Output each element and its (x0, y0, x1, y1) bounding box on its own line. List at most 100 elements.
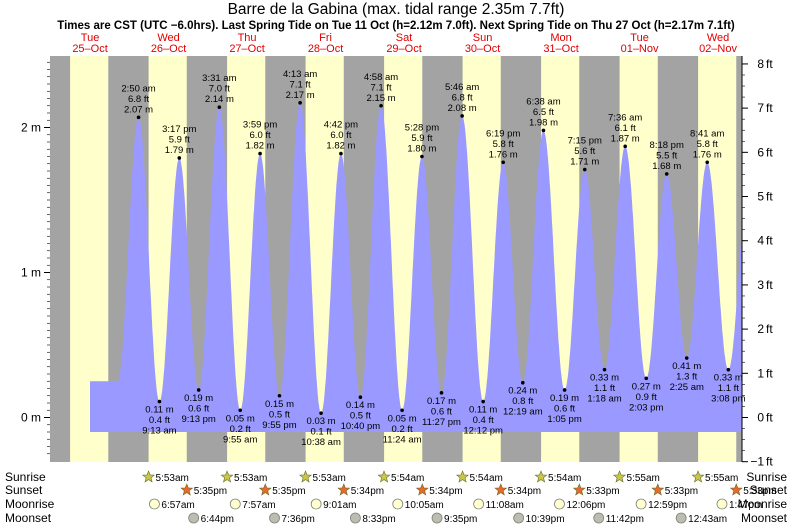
high-tide-point (705, 160, 710, 165)
low-tide-time: 12:12 pm (463, 426, 503, 437)
moonset-row-label-right: Moonset (741, 511, 788, 525)
high-tide-time: 7:36 am (608, 112, 642, 123)
low-tide-meters: 0.15 m (265, 399, 294, 410)
high-tide-point (541, 128, 546, 133)
sun-moon-table: Sunrise Sunrise 5:53am 5:53am 5:53am 5:54am 5:… (5, 470, 788, 525)
moonrise-icon (635, 498, 647, 510)
high-tide-time: 6:38 am (526, 96, 560, 107)
high-tide-time: 2:50 am (121, 83, 155, 94)
high-tide-meters: 2.15 m (367, 93, 396, 104)
low-tide-point (277, 393, 282, 398)
right-tick-unit: ft (766, 455, 773, 469)
low-tide-meters: 0.05 m (388, 413, 417, 424)
sunset-row-label-right: Sunset (750, 483, 788, 497)
left-tick-label: 2 m (21, 121, 41, 135)
high-tide-meters: 1.79 m (165, 145, 194, 156)
high-tide-feet: 6.0 ft (250, 130, 271, 141)
sunset-time: 5:34pm (508, 486, 541, 497)
right-tick-value: 6 (757, 145, 764, 159)
moonrise-time: 7:57am (242, 500, 275, 511)
low-tide-meters: 0.27 m (632, 381, 661, 392)
high-tide-point (298, 101, 302, 105)
sunset-row-label: Sunset (5, 483, 43, 497)
sunset-icon (494, 483, 508, 496)
high-tide-meters: 1.82 m (326, 141, 355, 152)
sunrise-row-label-right: Sunrise (746, 470, 787, 484)
moonrise-time: 12:06pm (566, 500, 605, 511)
high-tide-feet: 6.5 ft (533, 107, 554, 118)
high-tide-time: 7:15 pm (568, 136, 602, 147)
low-tide-feet: 0.4 ft (473, 415, 494, 426)
right-tick-unit: ft (766, 278, 773, 292)
low-tide-point (319, 411, 323, 415)
sunrise-icon (299, 470, 312, 483)
high-tide-meters: 1.80 m (407, 144, 436, 155)
high-tide-point (177, 156, 182, 160)
low-tide-time: 9:55 pm (262, 420, 296, 431)
high-tide-time: 6:19 pm (486, 128, 520, 139)
high-tide-meters: 1.76 m (693, 149, 722, 160)
day-name-label: Wed (157, 32, 179, 44)
sunset-time: 5:33pm (665, 486, 698, 497)
high-tide-feet: 5.8 ft (697, 139, 718, 150)
low-tide-feet: 0.1 ft (311, 427, 332, 438)
right-tick-unit: ft (766, 366, 773, 380)
day-date-label: 01–Nov (621, 43, 659, 55)
sunrise-icon (691, 470, 705, 483)
sunset-icon (415, 483, 429, 496)
sunrise-time: 5:54am (470, 473, 503, 484)
right-tick-unit: ft (766, 57, 773, 71)
low-tide-time: 10:40 pm (341, 421, 381, 432)
day-name-label: Tue (630, 32, 649, 44)
moonrise-time: 9:01am (323, 500, 356, 511)
moonrise-row-label: Moonrise (5, 497, 55, 511)
right-tick-value: 2 (757, 322, 764, 336)
low-tide-point (439, 391, 444, 395)
low-tide-point (521, 380, 525, 385)
moonrise-row-label-right: Moonrise (738, 497, 788, 511)
moonset-row-label: Moonset (5, 511, 52, 525)
sunrise-time: 5:53am (156, 473, 189, 484)
high-tide-time: 5:28 pm (405, 123, 439, 134)
tide-curve (90, 102, 742, 433)
high-tide-feet: 5.6 ft (574, 146, 595, 157)
sunrise-icon (377, 470, 391, 483)
day-date-label: 31–Oct (543, 43, 578, 55)
moonset-time: 8:33pm (362, 514, 395, 525)
moonrise-icon (392, 498, 404, 510)
low-tide-feet: 1.1 ft (594, 383, 615, 394)
high-tide-point (217, 105, 222, 109)
chart-title: Barre de la Gabina (max. tidal range 2.3… (228, 1, 565, 18)
low-tide-time: 1:18 am (587, 394, 621, 405)
low-tide-time: 10:38 am (301, 437, 341, 448)
high-tide-time: 3:31 am (202, 73, 236, 84)
sunrise-icon (142, 470, 155, 483)
low-tide-meters: 0.41 m (672, 361, 701, 372)
day-name-label: Wed (707, 32, 729, 44)
low-tide-point (196, 388, 201, 392)
high-tide-time: 3:59 pm (243, 120, 277, 131)
high-tide-feet: 5.9 ft (411, 133, 432, 144)
low-tide-time: 9:13 am (142, 426, 176, 437)
right-tick-value: 5 (757, 190, 764, 204)
sunrise-row-label: Sunrise (5, 470, 46, 484)
left-tick-label: 1 m (21, 266, 41, 280)
day-name-label: Mon (550, 32, 571, 44)
tide-area (90, 102, 742, 433)
day-date-label: 02–Nov (699, 43, 737, 55)
moonrise-time: 10:05am (405, 500, 444, 511)
low-tide-feet: 1.3 ft (676, 372, 697, 383)
moonrise-time: 11:08am (486, 500, 524, 511)
right-tick-value: 3 (757, 278, 764, 292)
moonrise-time: 1:47pm (729, 500, 762, 511)
low-tide-feet: 0.9 ft (636, 392, 657, 403)
high-tide-time: 4:42 pm (324, 120, 358, 131)
moonset-time: 10:39pm (526, 514, 565, 525)
moonrise-time: 12:59pm (648, 500, 687, 511)
right-tick-unit: ft (766, 145, 773, 159)
high-tide-meters: 1.71 m (570, 157, 599, 168)
tide-labels: 2:50 am6.8 ft2.07 m0.11 m0.4 ft9:13 am3:… (121, 69, 745, 448)
moonset-icon (593, 512, 605, 524)
low-tide-feet: 0.6 ft (188, 403, 209, 414)
